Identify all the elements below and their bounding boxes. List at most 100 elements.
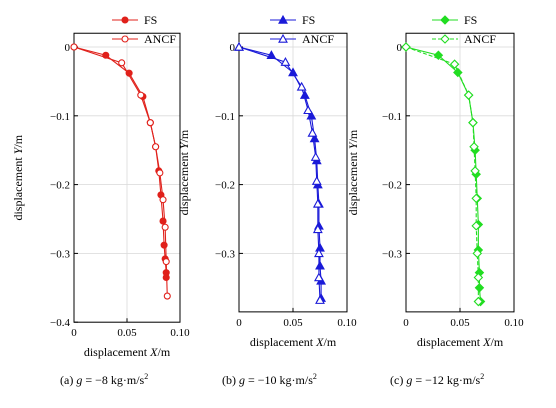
data-point-ancf (313, 248, 324, 258)
y-tick-label: −0.3 (215, 248, 235, 260)
data-point-ancf (159, 196, 167, 204)
y-axis-label: displacement Y/m (177, 129, 191, 215)
panel-caption: (c) g = −12 kg·m/s2 (390, 372, 484, 387)
x-axis-label-var: X (149, 345, 158, 359)
data-point-ancf (118, 59, 126, 67)
legend-marker (440, 34, 450, 44)
y-tick-label: −0.2 (382, 180, 402, 192)
data-point-ancf (315, 295, 325, 304)
y-tick-label: −0.3 (382, 248, 402, 260)
data-point-ancf (310, 151, 321, 161)
y-axis-label-var: Y (346, 141, 360, 149)
data-point-ancf (161, 223, 169, 231)
y-axis-label-var: Y (11, 146, 25, 154)
data-point-ancf (312, 224, 323, 234)
data-point-fs (315, 242, 325, 252)
chart-panel: 0 0.05 0.10 0 −0.1 −0.2 −0.3 −0.4 FS ANCF displace… (11, 13, 190, 387)
y-axis-label-prefix: displacement (177, 149, 191, 215)
data-point-fs (288, 67, 298, 77)
x-tick-label: 0 (236, 317, 242, 329)
x-tick-label: 0.10 (337, 317, 357, 329)
y-tick-label: −0.2 (215, 180, 235, 192)
data-point-ancf (156, 169, 164, 177)
legend-label: ANCF (144, 32, 176, 46)
y-axis-label: displacement Y/m (346, 129, 360, 215)
data-point-ancf (471, 193, 481, 204)
data-point-ancf (146, 119, 154, 127)
legend: FS ANCF (270, 13, 334, 46)
data-point-ancf (472, 248, 483, 259)
x-axis-label-var: X (482, 335, 491, 349)
data-point-ancf (468, 117, 478, 128)
data-point-ancf (307, 127, 318, 137)
y-tick-label: 0 (230, 42, 236, 54)
y-axis-label-var: Y (177, 141, 191, 149)
x-tick-label: 0.10 (504, 317, 524, 329)
legend-marker (121, 16, 129, 24)
caption-sup: 2 (313, 372, 317, 381)
data-point-ancf (470, 166, 480, 176)
x-axis-label-prefix: displacement (84, 345, 150, 359)
data-point-ancf (70, 43, 78, 51)
y-tick-label: −0.1 (50, 111, 70, 123)
caption-g: g (76, 373, 82, 387)
legend-label: FS (302, 13, 315, 27)
series-line-ancf (405, 46, 479, 302)
y-tick-label: −0.1 (215, 111, 235, 123)
data-point-ancf (463, 90, 474, 100)
y-axis-label: displacement Y/m (11, 134, 25, 220)
x-axis-label-var: X (315, 335, 324, 349)
data-point-ancf (162, 258, 170, 266)
chart-panel: 0 0.05 0.10 0 −0.1 −0.2 −0.3 FS ANCF displacement… (177, 13, 357, 387)
x-axis-label: displacement X/m (417, 335, 504, 349)
data-point-ancf (401, 42, 411, 52)
y-tick-label: 0 (397, 42, 403, 54)
data-point-ancf (280, 57, 291, 66)
legend-label: ANCF (302, 32, 334, 46)
x-axis-label-unit: /m (157, 345, 170, 359)
series-line-ancf (73, 46, 168, 297)
data-point-ancf (137, 91, 145, 99)
series-line-fs (405, 46, 482, 302)
caption-sup: 2 (144, 372, 148, 381)
data-point-ancf (303, 105, 314, 115)
y-axis-label-prefix: displacement (11, 154, 25, 220)
legend: FS ANCF (112, 13, 176, 46)
legend-marker (278, 14, 288, 24)
x-tick-label: 0 (403, 317, 409, 329)
data-point-ancf (296, 81, 307, 91)
x-axis-label-prefix: displacement (417, 335, 483, 349)
x-axis-label-prefix: displacement (250, 335, 316, 349)
legend: FS ANCF (432, 13, 496, 46)
data-point-ancf (234, 41, 244, 51)
x-tick-label: 0.05 (117, 327, 137, 339)
y-tick-label: −0.2 (50, 180, 70, 192)
y-axis-label-prefix: displacement (346, 149, 360, 215)
caption-sup: 2 (480, 372, 484, 381)
legend-label: ANCF (464, 32, 496, 46)
legend-marker (440, 15, 450, 25)
data-point-ancf (152, 143, 160, 151)
x-axis-label-unit: /m (490, 335, 503, 349)
legend-label: FS (464, 13, 477, 27)
panel-caption: (b) g = −10 kg·m/s2 (222, 372, 317, 387)
x-tick-label: 0 (71, 327, 77, 339)
data-point-ancf (313, 272, 324, 282)
data-point-fs (474, 283, 485, 293)
data-point-ancf (473, 296, 484, 307)
x-tick-label: 0.05 (283, 317, 303, 329)
y-axis-label-unit: /m (177, 129, 191, 142)
series-line-fs (73, 46, 167, 278)
x-axis-label: displacement X/m (84, 345, 171, 359)
x-tick-label: 0.05 (450, 317, 470, 329)
data-point-fs (315, 260, 325, 270)
data-point-ancf (471, 221, 481, 231)
y-axis-label-unit: /m (346, 129, 360, 142)
y-tick-label: −0.4 (50, 317, 70, 329)
caption-eq: = −12 kg·m/s (412, 373, 480, 387)
y-tick-label: 0 (65, 42, 71, 54)
y-tick-label: −0.3 (50, 248, 70, 260)
x-axis-label: displacement X/m (250, 335, 337, 349)
x-axis-label-unit: /m (323, 335, 336, 349)
chart-panel: 0 0.05 0.10 0 −0.1 −0.2 −0.3 FS ANCF displacement… (346, 13, 524, 387)
